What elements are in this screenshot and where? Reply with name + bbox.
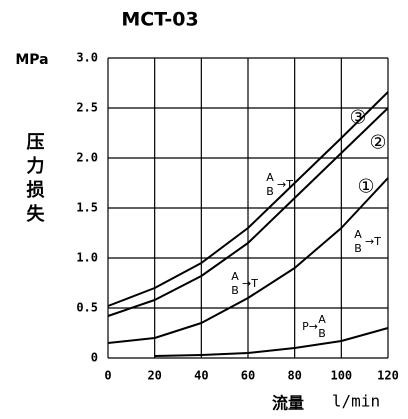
y-tick-label: 1.5	[76, 201, 98, 215]
flow-label: B	[354, 242, 362, 255]
x-tick-label: 0	[104, 369, 111, 383]
y-tick-label: 2.0	[76, 151, 98, 165]
curve-label: ③	[349, 107, 366, 129]
x-unit: l/min	[332, 392, 380, 411]
y-tick-label: 2.5	[76, 101, 98, 115]
flow-label: A	[231, 270, 239, 283]
curve	[107, 107, 389, 317]
flow-label: A	[318, 313, 326, 326]
y-tick-label: 0	[91, 351, 98, 365]
curve-label: ①	[357, 176, 374, 198]
flow-label: A	[354, 228, 362, 241]
y-label: 压力损失	[24, 132, 45, 228]
x-tick-label: 80	[287, 369, 301, 383]
flow-label: →T	[365, 235, 381, 248]
curve	[107, 91, 389, 307]
flow-label: A	[266, 171, 274, 184]
curve-label: ②	[369, 132, 386, 154]
x-tick-label: 120	[377, 369, 399, 383]
chart-title: MCT-03	[121, 9, 198, 31]
flow-label: B	[318, 327, 326, 340]
y-tick-label: 0.5	[76, 301, 98, 315]
curve	[107, 177, 389, 344]
flow-label: →T	[242, 277, 258, 290]
x-tick-label: 20	[147, 369, 161, 383]
x-tick-label: 60	[241, 369, 255, 383]
x-tick-label: 100	[330, 369, 352, 383]
y-tick-label: 3.0	[76, 51, 98, 65]
flow-label: →T	[277, 178, 293, 191]
flow-label: B	[231, 284, 239, 297]
y-unit: MPa	[15, 52, 48, 68]
y-tick-label: 1.0	[76, 251, 98, 265]
x-label: 流量	[272, 394, 304, 413]
x-tick-label: 40	[194, 369, 208, 383]
flow-label: P→	[302, 320, 318, 333]
flow-label: B	[266, 185, 274, 198]
curve	[154, 327, 389, 357]
